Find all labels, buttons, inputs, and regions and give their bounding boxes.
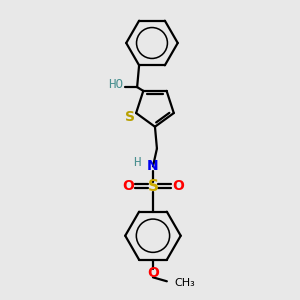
Text: N: N — [147, 159, 159, 173]
Text: S: S — [125, 110, 135, 124]
Text: HO: HO — [108, 78, 123, 91]
Text: CH₃: CH₃ — [175, 278, 196, 288]
Text: H: H — [134, 156, 141, 169]
Text: O: O — [172, 179, 184, 193]
Text: S: S — [148, 179, 158, 194]
Text: O: O — [147, 266, 159, 280]
Text: O: O — [122, 179, 134, 193]
